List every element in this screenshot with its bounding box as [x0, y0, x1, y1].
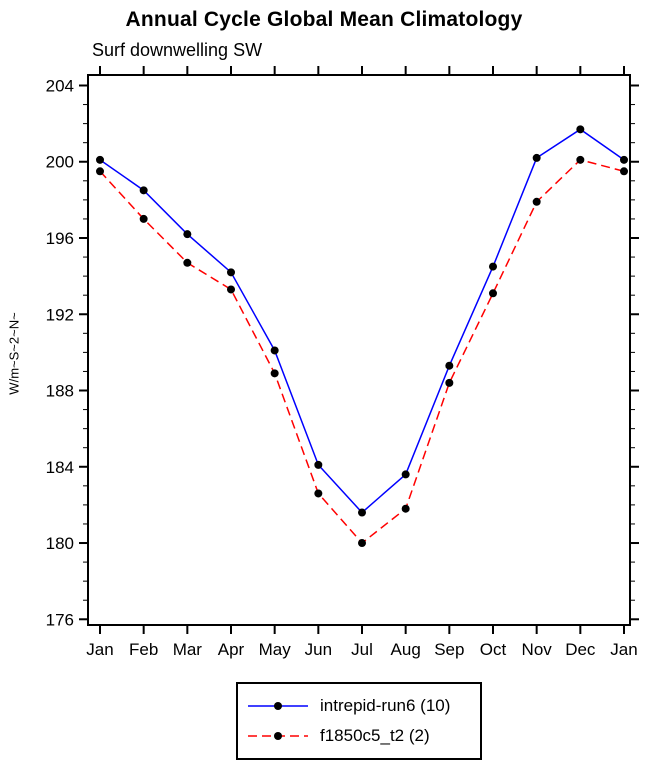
x-tick-label: Jul	[351, 640, 373, 659]
data-point-marker	[576, 155, 585, 164]
x-tick-label: Feb	[129, 640, 158, 659]
legend-item-f1850c5-t2: f1850c5_t2 (2)	[246, 726, 472, 746]
x-tick-label: Mar	[173, 640, 203, 659]
data-point-marker	[270, 369, 279, 378]
data-point-marker	[227, 268, 235, 277]
y-tick-label: 196	[46, 229, 74, 248]
y-tick-label: 184	[46, 458, 74, 477]
x-tick-label: Oct	[480, 640, 507, 659]
data-point-marker	[489, 289, 497, 298]
legend-marker	[274, 702, 282, 710]
data-point-marker	[227, 285, 235, 294]
plot-box	[87, 74, 631, 626]
data-point-marker	[620, 167, 628, 176]
y-tick-label: 192	[46, 305, 74, 324]
data-point-marker	[96, 167, 104, 176]
chart-subtitle: Surf downwelling SW	[92, 40, 263, 60]
data-point-marker	[139, 186, 148, 195]
data-point-marker	[532, 153, 541, 162]
series-lines	[99, 128, 625, 545]
x-tick-label: May	[259, 640, 292, 659]
data-point-marker	[183, 230, 192, 239]
x-tick-label: Jan	[86, 640, 113, 659]
data-point-marker	[576, 125, 585, 134]
series-line	[99, 159, 625, 545]
data-point-marker	[489, 262, 497, 271]
x-axis-ticks: Jan Feb Mar Apr May Jun Jul Aug Sep Oct Nov Dec Jan	[86, 66, 638, 659]
legend-label: f1850c5_t2 (2)	[320, 726, 430, 745]
legend-marker	[274, 732, 282, 740]
x-tick-label: Jan	[610, 640, 637, 659]
legend-line-sample-solid	[248, 702, 308, 710]
data-point-marker	[183, 258, 192, 267]
y-tick-label: 204	[46, 76, 74, 95]
x-tick-label: Dec	[565, 640, 596, 659]
data-point-marker	[358, 508, 366, 517]
data-point-marker	[139, 214, 148, 223]
y-tick-label: 188	[46, 382, 74, 401]
data-point-marker	[270, 346, 279, 355]
series-markers	[96, 125, 628, 548]
data-point-marker	[314, 460, 323, 469]
legend: intrepid-run6 (10) f1850c5_t2 (2)	[236, 682, 482, 760]
x-tick-label: Nov	[522, 640, 553, 659]
x-tick-label: Jun	[305, 640, 332, 659]
legend-item-intrepid-run6: intrepid-run6 (10)	[246, 696, 472, 716]
data-point-marker	[314, 489, 323, 498]
y-tick-label: 176	[46, 610, 74, 629]
data-point-marker	[401, 470, 410, 479]
x-tick-label: Apr	[218, 640, 245, 659]
y-tick-label: 180	[46, 534, 74, 553]
legend-line-sample-dashed	[248, 732, 308, 740]
data-point-marker	[401, 504, 410, 513]
data-point-marker	[358, 539, 366, 548]
series-line	[99, 128, 625, 514]
x-tick-label: Sep	[434, 640, 464, 659]
data-point-marker	[532, 197, 541, 206]
data-point-marker	[620, 155, 628, 164]
y-axis-ticks: 176 180 184 188 192 196 200 204	[46, 76, 639, 629]
legend-label: intrepid-run6 (10)	[320, 696, 451, 715]
data-point-marker	[445, 361, 454, 370]
y-tick-label: 200	[46, 153, 74, 172]
chart-title: Annual Cycle Global Mean Climatology	[125, 8, 523, 31]
data-point-marker	[445, 378, 454, 387]
data-point-marker	[96, 155, 104, 164]
x-tick-label: Aug	[391, 640, 421, 659]
